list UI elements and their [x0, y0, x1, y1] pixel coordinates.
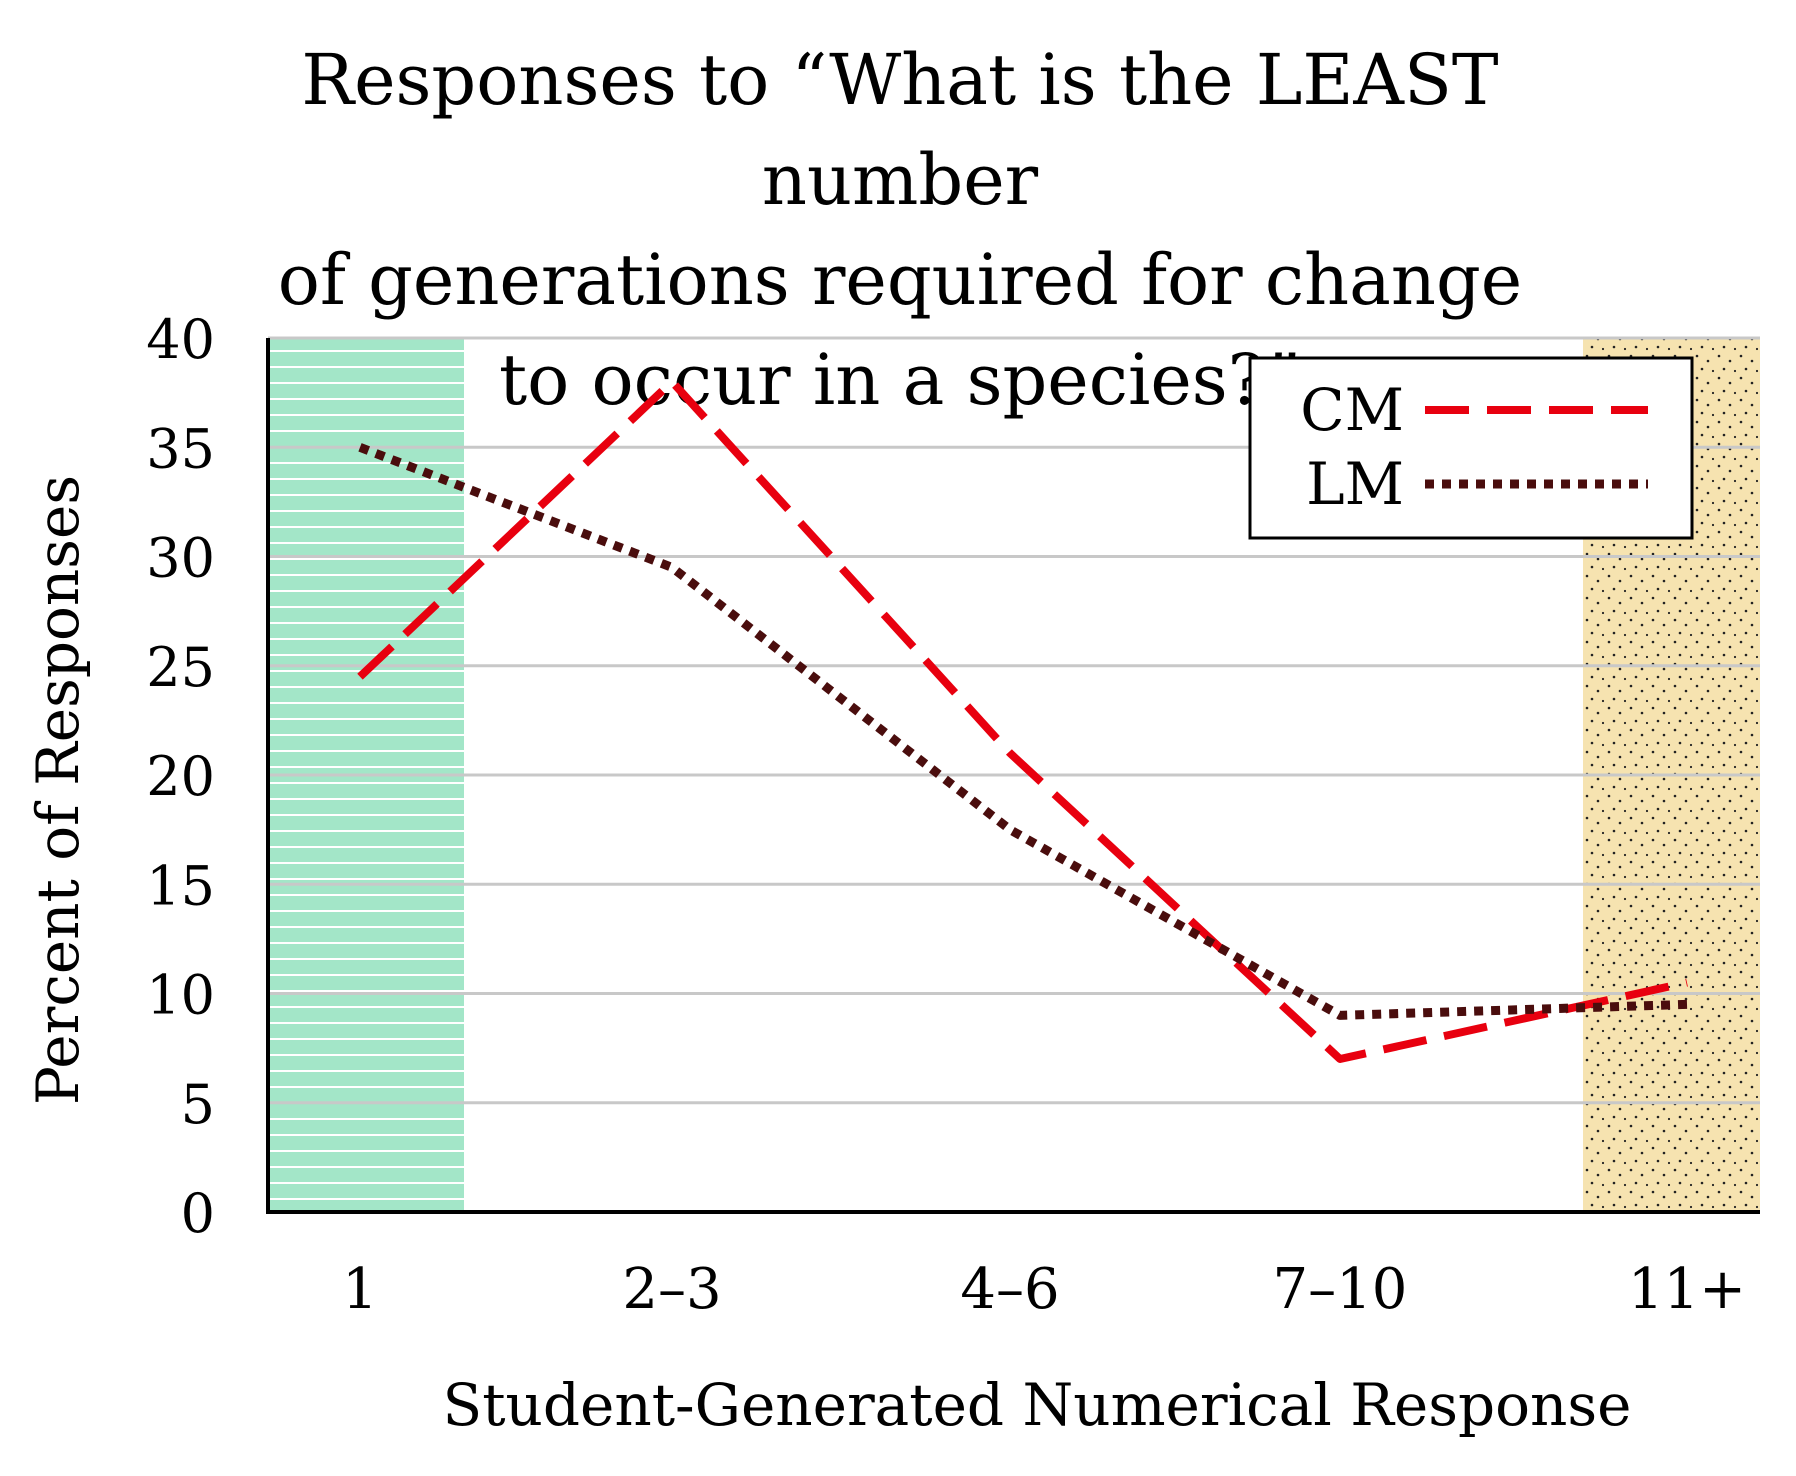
x-tick-label: 11+ [1628, 1257, 1746, 1322]
y-tick-label: 10 [146, 964, 215, 1027]
y-tick-label: 25 [146, 636, 215, 699]
x-tick-label: 2–3 [622, 1257, 721, 1322]
y-tick-label: 0 [181, 1182, 215, 1245]
y-tick-label: 35 [146, 417, 215, 480]
x-axis-label: Student-Generated Numerical Response [443, 1371, 1632, 1439]
y-tick-label: 30 [146, 527, 215, 590]
x-tick-label: 4–6 [960, 1257, 1059, 1322]
legend-label-cm: CM [1300, 376, 1404, 444]
chart-title: Responses to “What is the LEAST number o… [230, 30, 1570, 430]
chart-title-line-3: to occur in a species?” [499, 339, 1301, 421]
y-tick-label: 15 [146, 854, 215, 917]
x-tick-label: 1 [342, 1257, 378, 1322]
series-line-lm [358, 443, 1688, 1020]
x-tick-label: 7–10 [1273, 1257, 1408, 1322]
y-tick-label: 5 [181, 1073, 215, 1136]
y-tick-label: 40 [146, 308, 215, 371]
y-axis-label: Percent of Responses [24, 475, 92, 1105]
y-tick-label: 20 [146, 745, 215, 808]
chart-title-line-1: Responses to “What is the LEAST number [301, 39, 1499, 221]
legend-box [1248, 356, 1694, 540]
legend-label-lm: LM [1306, 450, 1404, 518]
chart-title-line-2: of generations required for change [277, 239, 1523, 321]
